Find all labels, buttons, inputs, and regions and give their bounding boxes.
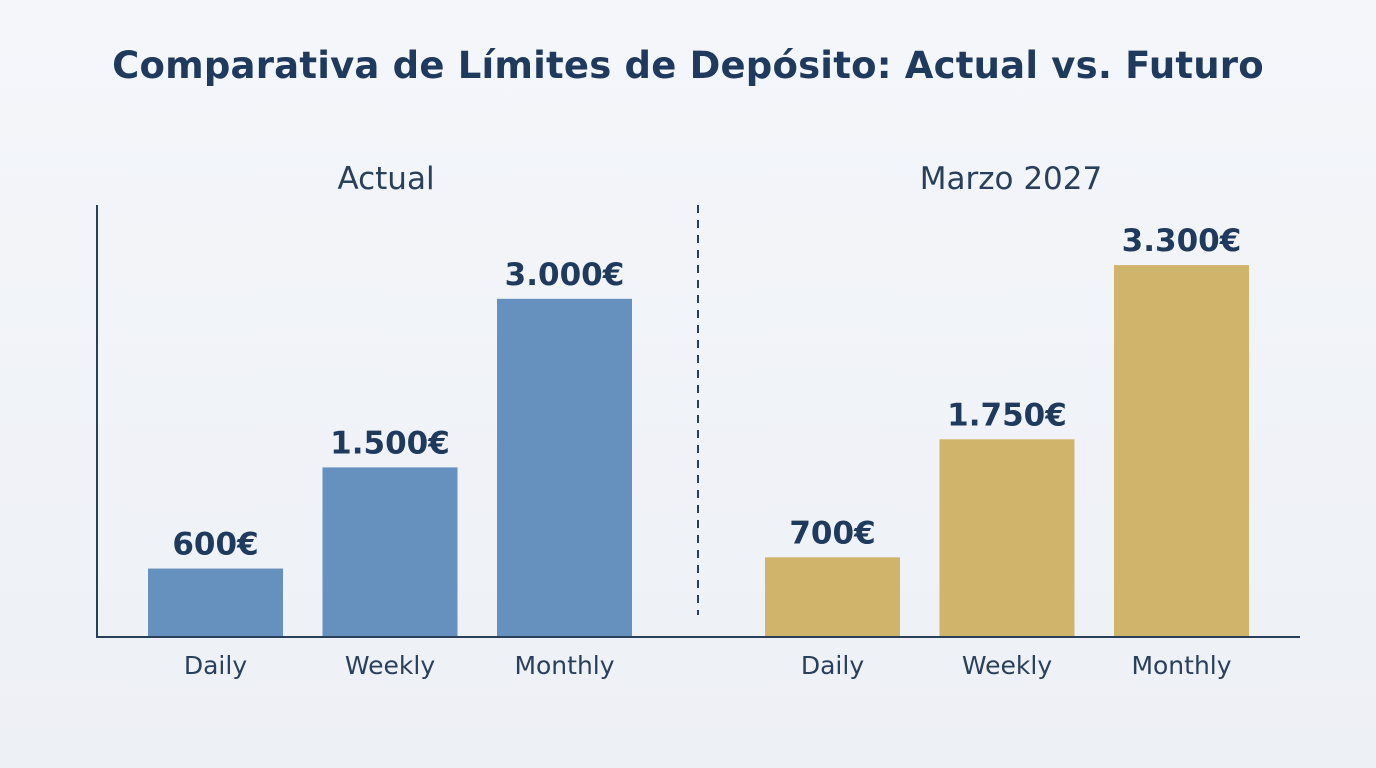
bar-marzo-2027-daily	[765, 557, 900, 636]
group-label-marzo-2027: Marzo 2027	[920, 161, 1102, 197]
bar-actual-daily	[148, 568, 283, 636]
tick-label-actual-monthly: Monthly	[514, 651, 614, 680]
bar-actual-weekly	[322, 467, 458, 636]
chart-title: Comparativa de Límites de Depósito: Actu…	[112, 44, 1264, 87]
bar-marzo-2027-weekly	[939, 439, 1075, 636]
group-label-actual: Actual	[337, 161, 434, 197]
data-label-actual-monthly: 3.000€	[505, 257, 625, 293]
data-label-marzo-2027-weekly: 1.750€	[947, 397, 1067, 433]
bar-marzo-2027-monthly	[1114, 265, 1249, 636]
bar-actual-monthly	[497, 298, 632, 636]
data-label-actual-weekly: 1.500€	[330, 425, 450, 461]
data-label-marzo-2027-monthly: 3.300€	[1122, 223, 1242, 259]
tick-label-marzo-2027-daily: Daily	[801, 651, 864, 680]
tick-label-actual-daily: Daily	[184, 651, 247, 680]
data-label-marzo-2027-daily: 700€	[789, 515, 875, 551]
bars-layer: 600€ Daily 1.500€ Weekly 3.000€ Monthly 700€ Da…	[148, 223, 1249, 680]
data-label-actual-daily: 600€	[172, 527, 258, 563]
tick-label-actual-weekly: Weekly	[345, 651, 435, 680]
tick-label-marzo-2027-monthly: Monthly	[1131, 651, 1231, 680]
tick-label-marzo-2027-weekly: Weekly	[962, 651, 1052, 680]
